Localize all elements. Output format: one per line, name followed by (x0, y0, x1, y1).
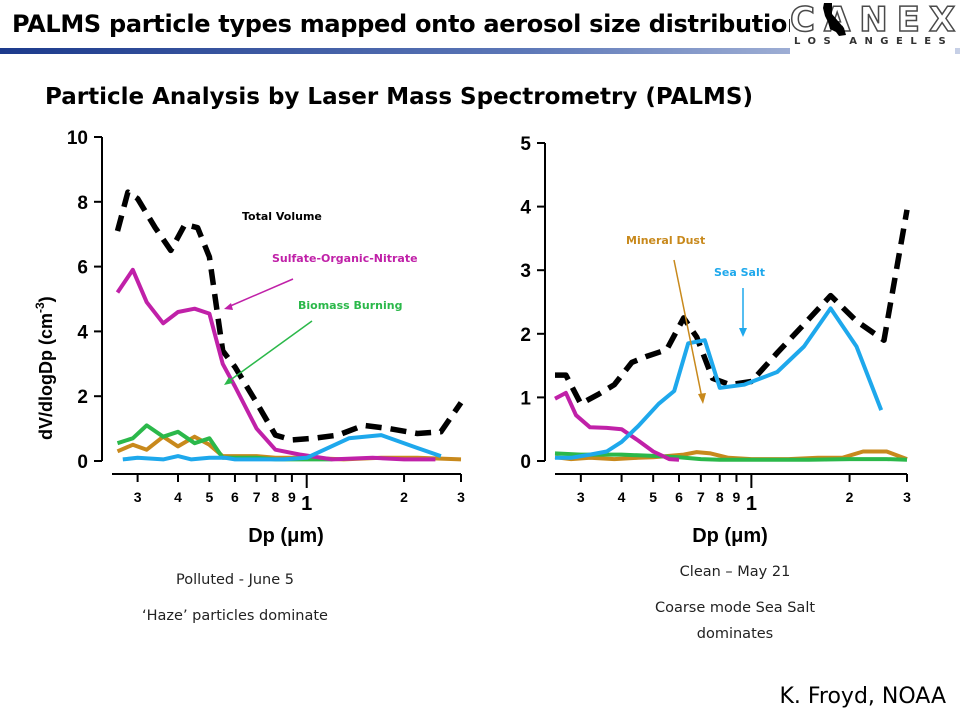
arrowhead-biomass (224, 377, 233, 385)
x-tick-label: 8 (716, 489, 724, 505)
y-tick-label: 0 (520, 452, 531, 473)
x-axis-label: Dp (μm) (692, 525, 768, 547)
page-subtitle: Particle Analysis by Laser Mass Spectrom… (45, 84, 754, 110)
y-tick-label: 4 (520, 198, 531, 219)
x-tick-label: 8 (271, 489, 279, 505)
x-tick-label: 7 (697, 489, 705, 505)
california-shape-icon (823, 3, 846, 36)
x-tick-label: 4 (618, 489, 626, 505)
title-rule (0, 48, 960, 54)
left-series-group (114, 189, 464, 462)
y-tick-label: 5 (520, 134, 531, 155)
arrowhead-sea-salt (739, 328, 747, 337)
arrow-sulfate (227, 278, 294, 308)
x-tick-label: 6 (675, 489, 683, 505)
y-tick-label: 4 (77, 322, 88, 343)
x-tick-label: 9 (733, 489, 741, 505)
x-tick-label: 2 (400, 489, 408, 505)
series-line-total (555, 209, 910, 407)
series-line-total (114, 189, 464, 443)
series-line-seasalt (555, 306, 884, 460)
y-tick-label: 6 (77, 258, 88, 279)
y-tick-label: 1 (520, 388, 531, 409)
x-tick-label: 2 (846, 489, 854, 505)
caption-left-line2: ‘Haze’ particles dominate (142, 608, 328, 624)
x-tick-label: 1 (746, 493, 757, 515)
x-tick-label: 6 (231, 489, 239, 505)
x-axis-label: Dp (μm) (248, 525, 324, 547)
x-tick-label: 5 (205, 489, 213, 505)
arrowhead-sulfate (224, 303, 233, 310)
y-tick-label: 2 (77, 387, 88, 408)
y-axis-label-close: ) (36, 296, 56, 302)
x-tick-label: 3 (903, 489, 911, 505)
y-tick-label: 2 (520, 325, 531, 346)
annotation-sea-salt: Sea Salt (714, 266, 765, 279)
x-tick-label: 1 (301, 493, 312, 515)
caption-right-line1: Clean – May 21 (679, 564, 791, 580)
logo-main-text: CANEX (789, 0, 960, 41)
slide-title: PALMS particle types mapped onto aerosol… (12, 10, 804, 38)
canex-logo: CANEX LOS ANGELES (789, 0, 956, 56)
y-axis-label-main: dV/dlogDp (cm (36, 313, 56, 440)
x-tick-label: 3 (457, 489, 465, 505)
y-tick-label: 8 (77, 193, 88, 214)
x-tick-label: 4 (174, 489, 182, 505)
y-axis-label: dV/dlogDp (cm-3) (33, 296, 56, 440)
x-tick-label: 9 (288, 489, 296, 505)
annotation-total-volume: Total Volume (242, 210, 322, 223)
annotation-biomass: Biomass Burning (298, 299, 402, 312)
series-line-sulfate (554, 390, 680, 462)
x-tick-label: 3 (134, 489, 142, 505)
caption-right-line2a: Coarse mode Sea Salt (654, 600, 816, 616)
y-tick-label: 10 (67, 128, 88, 149)
right-series-group (554, 209, 910, 462)
caption-right-line2b: dominates (696, 626, 774, 642)
x-tick-label: 7 (253, 489, 261, 505)
y-axis-label-exp: -3 (33, 302, 47, 313)
annotation-sulfate: Sulfate-Organic-Nitrate (272, 252, 418, 265)
series-line-dust (554, 449, 908, 462)
arrowhead-mineral-dust (698, 393, 706, 404)
series-line-sulfate (115, 267, 436, 462)
arrow-mineral-dust (673, 259, 703, 399)
annotation-mineral-dust: Mineral Dust (626, 234, 705, 247)
y-tick-label: 0 (77, 452, 88, 473)
series-line-dust (116, 434, 462, 462)
y-tick-label: 3 (520, 261, 531, 282)
author-credit: K. Froyd, NOAA (779, 684, 946, 709)
logo-sub-text: LOS ANGELES (794, 36, 954, 47)
caption-left-line1: Polluted - June 5 (175, 572, 295, 588)
arrow-biomass (228, 320, 313, 382)
x-tick-label: 5 (649, 489, 657, 505)
x-tick-label: 3 (577, 489, 585, 505)
